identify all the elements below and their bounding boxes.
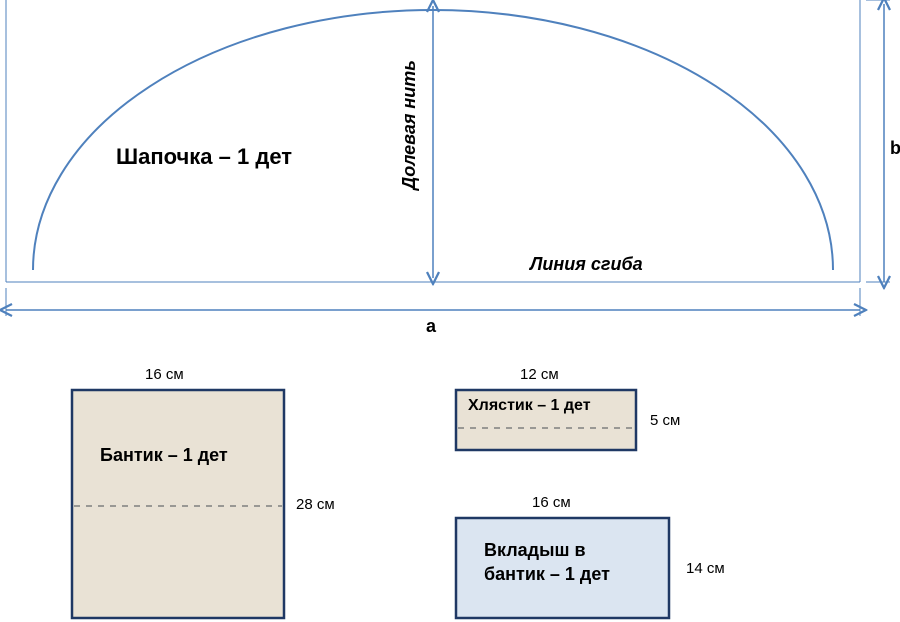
dim-b-label: b — [890, 138, 900, 159]
piece-tab-top-dim: 12 см — [520, 366, 559, 383]
hat-title: Шапочка – 1 дет — [116, 144, 292, 170]
piece-insert-top-dim: 16 см — [532, 494, 571, 511]
piece-bow-side-dim: 28 см — [296, 496, 335, 513]
dim-a-label: a — [426, 316, 436, 337]
piece-insert-side-dim: 14 см — [686, 560, 725, 577]
piece-bow-top-dim: 16 см — [145, 366, 184, 383]
piece-bow-label: Бантик – 1 дет — [100, 445, 228, 466]
piece-insert-label-1: Вкладыш в — [484, 540, 586, 561]
top-pattern-svg — [0, 0, 900, 622]
piece-tab-label: Хлястик – 1 дет — [468, 397, 591, 415]
piece-insert-label-2: бантик – 1 дет — [484, 564, 610, 585]
fold-label: Линия сгиба — [530, 254, 643, 275]
piece-tab-side-dim: 5 см — [650, 412, 680, 429]
grain-label: Долевая нить — [399, 60, 420, 190]
piece-bow-rect — [72, 390, 284, 618]
